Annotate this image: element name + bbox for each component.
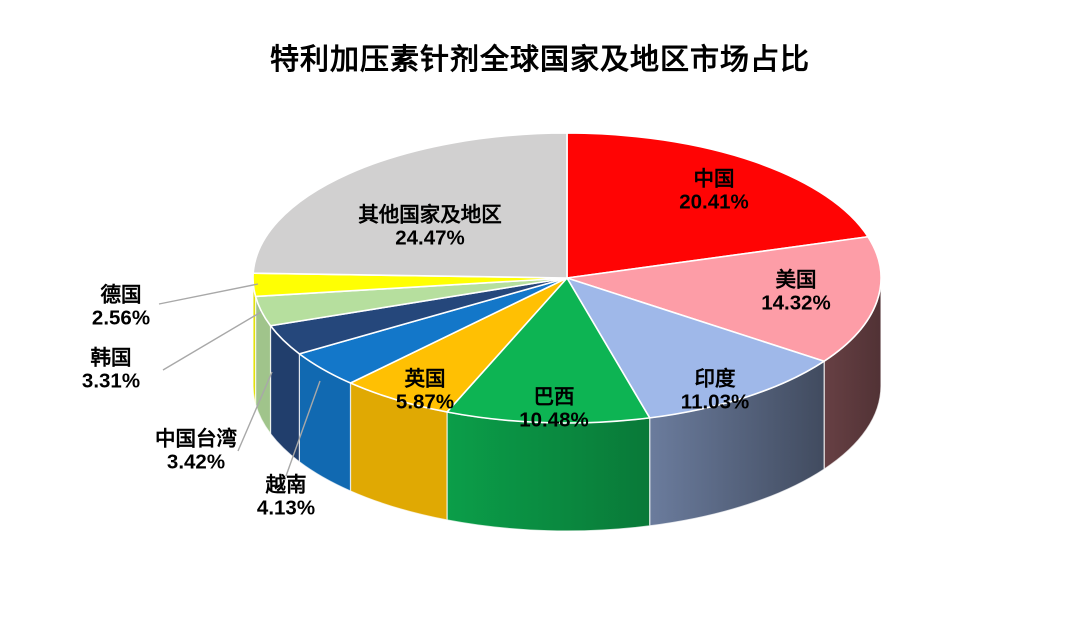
slice-label-name: 德国 <box>101 283 142 307</box>
slice-label-name: 英国 <box>405 367 446 391</box>
slice-label-percent: 11.03% <box>681 391 749 414</box>
slice-label-group: 韩国3.31% <box>82 346 140 393</box>
slice-label-percent: 3.42% <box>167 451 225 474</box>
slice-label-percent: 14.32% <box>761 292 831 315</box>
label-leader-line <box>285 380 321 477</box>
slice-label-percent: 3.31% <box>82 370 140 393</box>
label-leader-line <box>158 283 259 305</box>
pie-slice <box>252 132 568 279</box>
slice-label-percent: 20.41% <box>679 191 749 214</box>
slice-label-name: 中国 <box>694 167 735 191</box>
pie-slice <box>566 132 869 279</box>
pie-slice <box>566 235 882 363</box>
slice-label-group: 越南4.13% <box>257 473 315 520</box>
slice-label-name: 越南 <box>265 473 307 497</box>
label-leader-line <box>237 371 273 452</box>
slice-label-name: 其他国家及地区 <box>358 203 502 227</box>
slice-label-group: 德国2.56% <box>92 283 150 330</box>
slice-label-group: 英国5.87% <box>396 367 454 414</box>
slice-label-percent: 24.47% <box>395 227 465 250</box>
slice-label-name: 中国台湾 <box>155 427 237 451</box>
slice-label-name: 美国 <box>776 268 817 292</box>
slice-label-name: 印度 <box>695 367 736 391</box>
slice-label-percent: 10.48% <box>519 409 589 432</box>
slice-label-percent: 4.13% <box>257 497 315 520</box>
slice-label-name: 韩国 <box>91 346 132 370</box>
slice-label-percent: 5.87% <box>396 391 454 414</box>
pie-slice <box>566 277 825 419</box>
slice-label-percent: 2.56% <box>92 307 150 330</box>
chart-title: 特利加压素针剂全球国家及地区市场占比 <box>269 44 810 76</box>
slice-label-name: 巴西 <box>534 386 575 409</box>
label-leader-line <box>162 311 262 371</box>
pie-slice <box>446 277 651 424</box>
